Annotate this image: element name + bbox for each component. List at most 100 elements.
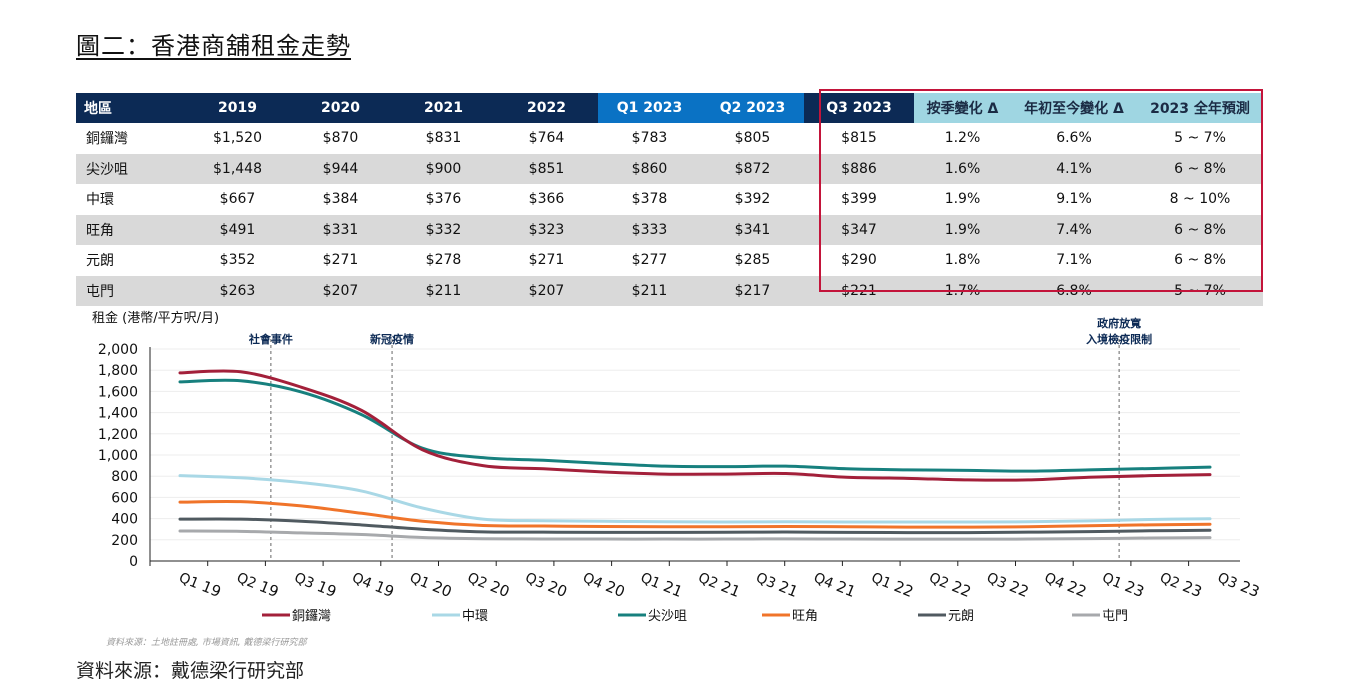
value-cell: $872 bbox=[701, 153, 804, 184]
value-cell: $1,520 bbox=[213, 130, 262, 147]
value-cell: $211 bbox=[392, 275, 495, 306]
value-cell: $831 bbox=[425, 130, 462, 147]
value-cell: $378 bbox=[631, 191, 668, 208]
district-cell: 元朗 bbox=[86, 253, 114, 270]
series-line-尖沙咀 bbox=[178, 378, 1212, 473]
district-cell: 尖沙咀 bbox=[76, 153, 186, 184]
header-cell: 2019 bbox=[186, 93, 289, 123]
y-tick-label: 1,000 bbox=[98, 448, 138, 464]
district-cell: 旺角 bbox=[76, 214, 186, 245]
value-cell: $491 bbox=[186, 214, 289, 245]
value-cell: $331 bbox=[289, 214, 392, 245]
value-cell: 5 ~ 7% bbox=[1174, 130, 1226, 147]
series-line-銅鑼灣 bbox=[178, 369, 1212, 482]
value-cell: $285 bbox=[734, 252, 771, 269]
district-cell: 銅鑼灣 bbox=[86, 131, 128, 148]
x-tick-label: Q2 22 bbox=[927, 568, 974, 601]
y-tick-label: 800 bbox=[111, 469, 138, 485]
value-cell: $207 bbox=[289, 275, 392, 306]
value-cell: 4.1% bbox=[1011, 153, 1137, 184]
value-cell: $207 bbox=[495, 275, 598, 306]
value-cell: $277 bbox=[631, 252, 668, 269]
source-note: 資料來源：戴德梁行研究部 bbox=[76, 660, 305, 682]
x-tick-label: Q1 21 bbox=[638, 568, 685, 601]
header-cell: 2023 全年預測 bbox=[1137, 93, 1263, 123]
value-cell: $347 bbox=[804, 214, 914, 245]
x-tick-label: Q3 21 bbox=[754, 568, 801, 601]
annotation-label: 社會事件 bbox=[248, 332, 293, 346]
header-cell: 2022 bbox=[495, 93, 598, 123]
x-tick-label: Q2 21 bbox=[696, 568, 743, 601]
value-cell: 9.1% bbox=[1056, 191, 1092, 208]
value-cell: $783 bbox=[631, 130, 668, 147]
legend-label: 旺角 bbox=[792, 609, 818, 624]
value-cell: 6 ~ 8% bbox=[1137, 153, 1263, 184]
value-cell: 1.9% bbox=[944, 191, 981, 208]
value-cell: $1,448 bbox=[186, 153, 289, 184]
value-cell: $900 bbox=[392, 153, 495, 184]
legend-label: 中環 bbox=[462, 609, 488, 624]
header-cell: 年初至今變化 Δ bbox=[1011, 93, 1137, 123]
value-cell: 6 ~ 8% bbox=[1174, 252, 1226, 269]
legend-label: 銅鑼灣 bbox=[292, 608, 331, 624]
legend-label: 屯門 bbox=[1102, 609, 1128, 624]
series-line-中環 bbox=[178, 474, 1212, 524]
value-cell: $211 bbox=[598, 275, 701, 306]
x-tick-label: Q2 19 bbox=[234, 568, 281, 601]
y-tick-label: 2,000 bbox=[98, 342, 138, 358]
header-cell: 按季變化 Δ bbox=[914, 93, 1011, 123]
y-axis-label: 租金 (港幣/平方呎/月) bbox=[92, 310, 219, 326]
district-cell: 屯門 bbox=[76, 275, 186, 306]
x-tick-label: Q1 19 bbox=[177, 568, 224, 601]
value-cell: $332 bbox=[392, 214, 495, 245]
value-cell: $263 bbox=[186, 275, 289, 306]
x-tick-label: Q1 23 bbox=[1100, 568, 1147, 601]
value-cell: $815 bbox=[841, 130, 877, 147]
value-cell: 6.6% bbox=[1056, 130, 1092, 147]
value-cell: 6 ~ 8% bbox=[1137, 214, 1263, 245]
value-cell: 1.6% bbox=[914, 153, 1011, 184]
y-tick-label: 200 bbox=[111, 533, 138, 549]
value-cell: 7.1% bbox=[1056, 252, 1092, 269]
legend-label: 元朗 bbox=[948, 609, 974, 624]
value-cell: $944 bbox=[289, 153, 392, 184]
table-row: 銅鑼灣 $1,520 $870 $831 $764 $783 $805 $815 1.2% 6.6… bbox=[76, 123, 1263, 154]
table-header-row: 地區 2019 2020 2021 2022 Q1 2023 Q2 2023 Q… bbox=[76, 93, 1263, 123]
x-tick-label: Q4 20 bbox=[580, 568, 627, 601]
series-line-旺角 bbox=[178, 499, 1212, 529]
value-cell: $399 bbox=[841, 191, 877, 208]
value-cell: 8 ~ 10% bbox=[1169, 191, 1231, 208]
value-cell: $392 bbox=[734, 191, 771, 208]
x-tick-label: Q3 22 bbox=[984, 568, 1031, 601]
value-cell: 1.9% bbox=[914, 214, 1011, 245]
value-cell: $341 bbox=[701, 214, 804, 245]
value-cell: $333 bbox=[598, 214, 701, 245]
header-cell: 地區 bbox=[76, 93, 186, 123]
value-cell: $352 bbox=[219, 252, 256, 269]
x-tick-label: Q4 22 bbox=[1042, 568, 1089, 601]
value-cell: $860 bbox=[598, 153, 701, 184]
value-cell: $278 bbox=[425, 252, 462, 269]
x-tick-label: Q1 22 bbox=[869, 568, 916, 601]
value-cell: 1.8% bbox=[944, 252, 981, 269]
series-line-屯門 bbox=[178, 529, 1212, 541]
value-cell: $271 bbox=[528, 252, 565, 269]
value-cell: $217 bbox=[701, 275, 804, 306]
x-tick-label: Q3 23 bbox=[1215, 568, 1262, 601]
value-cell: 1.2% bbox=[944, 130, 981, 147]
value-cell: $271 bbox=[322, 252, 359, 269]
value-cell: 7.4% bbox=[1011, 214, 1137, 245]
annotation-label: 政府放寬 bbox=[1097, 316, 1141, 330]
annotation-label: 新冠疫情 bbox=[370, 332, 414, 346]
value-cell: $667 bbox=[219, 191, 256, 208]
legend-label: 尖沙咀 bbox=[648, 609, 687, 624]
table-row: 尖沙咀 $1,448 $944 $900 $851 $860 $872 $886 1.6% 4.1… bbox=[76, 153, 1263, 184]
value-cell: $886 bbox=[804, 153, 914, 184]
y-tick-label: 400 bbox=[111, 512, 138, 528]
x-tick-label: Q4 21 bbox=[811, 568, 858, 601]
y-tick-label: 1,800 bbox=[98, 363, 138, 379]
x-tick-label: Q2 20 bbox=[465, 568, 512, 601]
value-cell: $870 bbox=[322, 130, 359, 147]
table-row: 元朗 $352 $271 $278 $271 $277 $285 $290 1.8% 7.1% 6 … bbox=[76, 245, 1263, 276]
value-cell: $851 bbox=[495, 153, 598, 184]
